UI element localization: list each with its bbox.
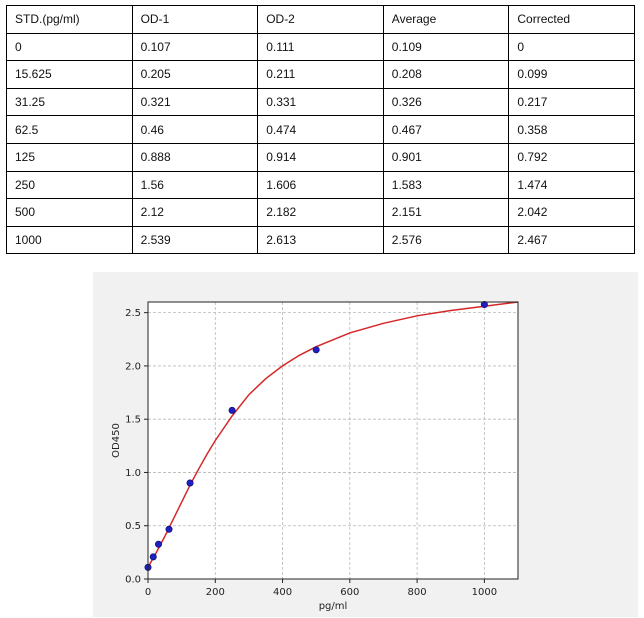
- table-cell: 0.792: [508, 142, 635, 172]
- table-cell: 2.613: [257, 225, 384, 255]
- data-point: [228, 406, 236, 414]
- table-cell: 0.326: [382, 87, 510, 117]
- table-cell: 0.099: [508, 60, 635, 89]
- y-tick-label: 1.0: [125, 468, 141, 479]
- x-axis-label: pg/ml: [319, 601, 348, 612]
- table-cell: 0.211: [257, 60, 384, 89]
- table-cell: 0: [508, 32, 635, 62]
- x-tick-label: 800: [408, 587, 427, 598]
- table-cell: 1000: [6, 225, 133, 255]
- header-od2: OD-2: [257, 5, 384, 34]
- table-row: 0 0.107 0.111 0.109 0: [6, 32, 635, 62]
- standard-table: STD.(pg/ml) OD-1 OD-2 Average Corrected …: [6, 5, 635, 255]
- table-cell: 0.901: [382, 142, 510, 172]
- table-header-row: STD.(pg/ml) OD-1 OD-2 Average Corrected: [6, 5, 635, 34]
- table-row: 250 1.56 1.606 1.583 1.474: [6, 170, 635, 200]
- table-cell: 31.25: [6, 87, 133, 117]
- table-cell: 0.205: [131, 60, 259, 89]
- data-point: [149, 553, 157, 561]
- plot-area: [148, 302, 518, 579]
- y-tick-label: 2.5: [125, 308, 141, 319]
- table-cell: 62.5: [6, 115, 133, 144]
- table-cell: 2.182: [257, 198, 384, 227]
- table-cell: 2.467: [508, 225, 635, 255]
- table-cell: 2.12: [131, 198, 259, 227]
- table-cell: 1.583: [382, 170, 510, 200]
- standard-curve-chart: 0 200 400 600 800 1000 0.0 0.5 1.0 1.5 2.0 2.5 pg/ml…: [111, 301, 519, 612]
- table-cell: 0.217: [508, 87, 635, 117]
- y-tick-label: 1.5: [125, 415, 141, 426]
- plot-frame: [147, 301, 519, 580]
- data-point: [186, 479, 194, 487]
- table-cell: 1.474: [508, 170, 635, 200]
- table-cell: 2.576: [382, 225, 510, 255]
- table-cell: 0.208: [382, 60, 510, 89]
- table-cell: 15.625: [6, 60, 133, 89]
- table-row: 15.625 0.205 0.211 0.208 0.099: [6, 60, 635, 89]
- x-tick-label: 200: [206, 587, 225, 598]
- table-cell: 0.46: [131, 115, 259, 144]
- table-cell: 0.914: [257, 142, 384, 172]
- x-tick-label: 1000: [472, 587, 497, 598]
- table-cell: 0: [6, 32, 133, 62]
- table-cell: 0.467: [382, 115, 510, 144]
- data-point: [165, 525, 173, 533]
- table-cell: 0.474: [257, 115, 384, 144]
- table-cell: 1.56: [131, 170, 259, 200]
- header-od1: OD-1: [131, 5, 259, 34]
- fitted-curve: [147, 301, 519, 568]
- y-tick-label: 0.5: [125, 521, 141, 532]
- data-point: [155, 540, 163, 548]
- table-cell: 2.539: [131, 225, 259, 255]
- data-point: [312, 346, 320, 354]
- header-average: Average: [382, 5, 510, 34]
- y-tick-label: 2.0: [125, 361, 141, 372]
- table-cell: 0.111: [257, 32, 384, 62]
- table-cell: 0.888: [131, 142, 259, 172]
- table-row: 500 2.12 2.182 2.151 2.042: [6, 198, 635, 227]
- header-corrected: Corrected: [508, 5, 635, 34]
- table-cell: 0.358: [508, 115, 635, 144]
- chart-panel: 0 200 400 600 800 1000 0.0 0.5 1.0 1.5 2.0 2.5 pg/ml…: [93, 272, 638, 617]
- table-cell: 0.109: [382, 32, 510, 62]
- table-row: 62.5 0.46 0.474 0.467 0.358: [6, 115, 635, 144]
- table-cell: 0.321: [131, 87, 259, 117]
- table-cell: 0.331: [257, 87, 384, 117]
- table-cell: 250: [6, 170, 133, 200]
- table-cell: 2.042: [508, 198, 635, 227]
- table-cell: 500: [6, 198, 133, 227]
- y-tick-label: 0.0: [125, 575, 141, 586]
- table-row: 1000 2.539 2.613 2.576 2.467: [6, 225, 635, 255]
- x-tick-label: 0: [145, 587, 151, 598]
- header-std: STD.(pg/ml): [6, 5, 133, 34]
- table-row: 31.25 0.321 0.331 0.326 0.217: [6, 87, 635, 117]
- table-cell: 1.606: [257, 170, 384, 200]
- table-cell: 125: [6, 142, 133, 172]
- x-tick-label: 400: [273, 587, 292, 598]
- table-row: 125 0.888 0.914 0.901 0.792: [6, 142, 635, 172]
- table-cell: 2.151: [382, 198, 510, 227]
- x-tick-label: 600: [340, 587, 359, 598]
- table-cell: 0.107: [131, 32, 259, 62]
- y-axis-label: OD450: [111, 423, 122, 458]
- data-point: [480, 301, 488, 309]
